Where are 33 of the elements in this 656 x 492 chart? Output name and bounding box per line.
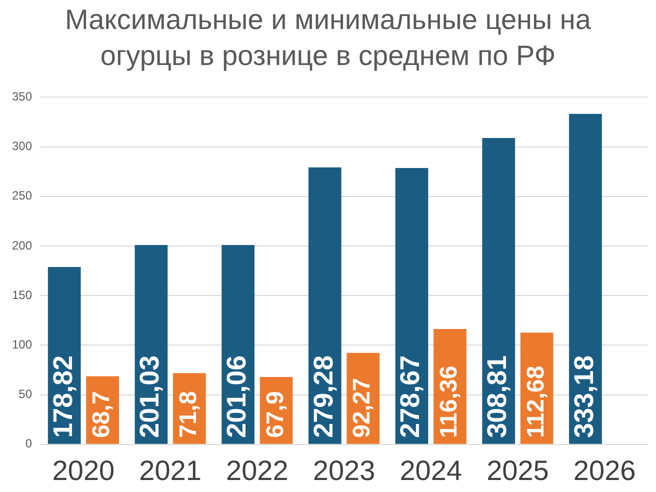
y-tick-label: 350	[12, 90, 32, 104]
x-tick-label: 2026	[573, 454, 636, 486]
x-tick-label: 2023	[312, 454, 376, 486]
data-label: 112,68	[522, 366, 550, 438]
data-label: 68,7	[88, 391, 116, 438]
x-tick-label: 2021	[139, 454, 202, 486]
y-tick-label: 0	[25, 436, 32, 451]
data-label: 333,18	[568, 355, 599, 438]
data-label: 178,82	[48, 355, 78, 438]
data-label: 201,06	[222, 355, 252, 438]
data-label: 308,81	[482, 355, 512, 438]
y-tick-label: 300	[12, 139, 32, 154]
y-tick-label: 150	[12, 288, 32, 302]
data-label: 278,67	[395, 355, 426, 438]
bar	[308, 167, 342, 444]
data-label: 71,8	[175, 391, 202, 438]
data-label: 92,27	[348, 378, 376, 438]
x-tick-label: 2024	[400, 454, 462, 486]
y-tick-label: 250	[12, 188, 32, 203]
y-tick-label: 200	[12, 238, 32, 252]
bar	[395, 168, 428, 444]
x-tick-label: 2020	[52, 454, 115, 486]
data-label: 67,9	[262, 391, 289, 438]
data-label: 116,36	[436, 366, 463, 438]
y-tick-label: 50	[18, 387, 32, 402]
data-label: 201,03	[134, 355, 165, 438]
x-tick-label: 2022	[226, 454, 288, 486]
bar	[482, 138, 516, 444]
y-tick-label: 100	[12, 338, 32, 352]
x-tick-label: 2025	[486, 454, 549, 486]
bar	[569, 114, 602, 444]
data-label: 279,28	[308, 355, 338, 438]
chart-title: Максимальные и минимальные цены на огурцы в рознице в среднем по РФ	[64, 3, 592, 73]
